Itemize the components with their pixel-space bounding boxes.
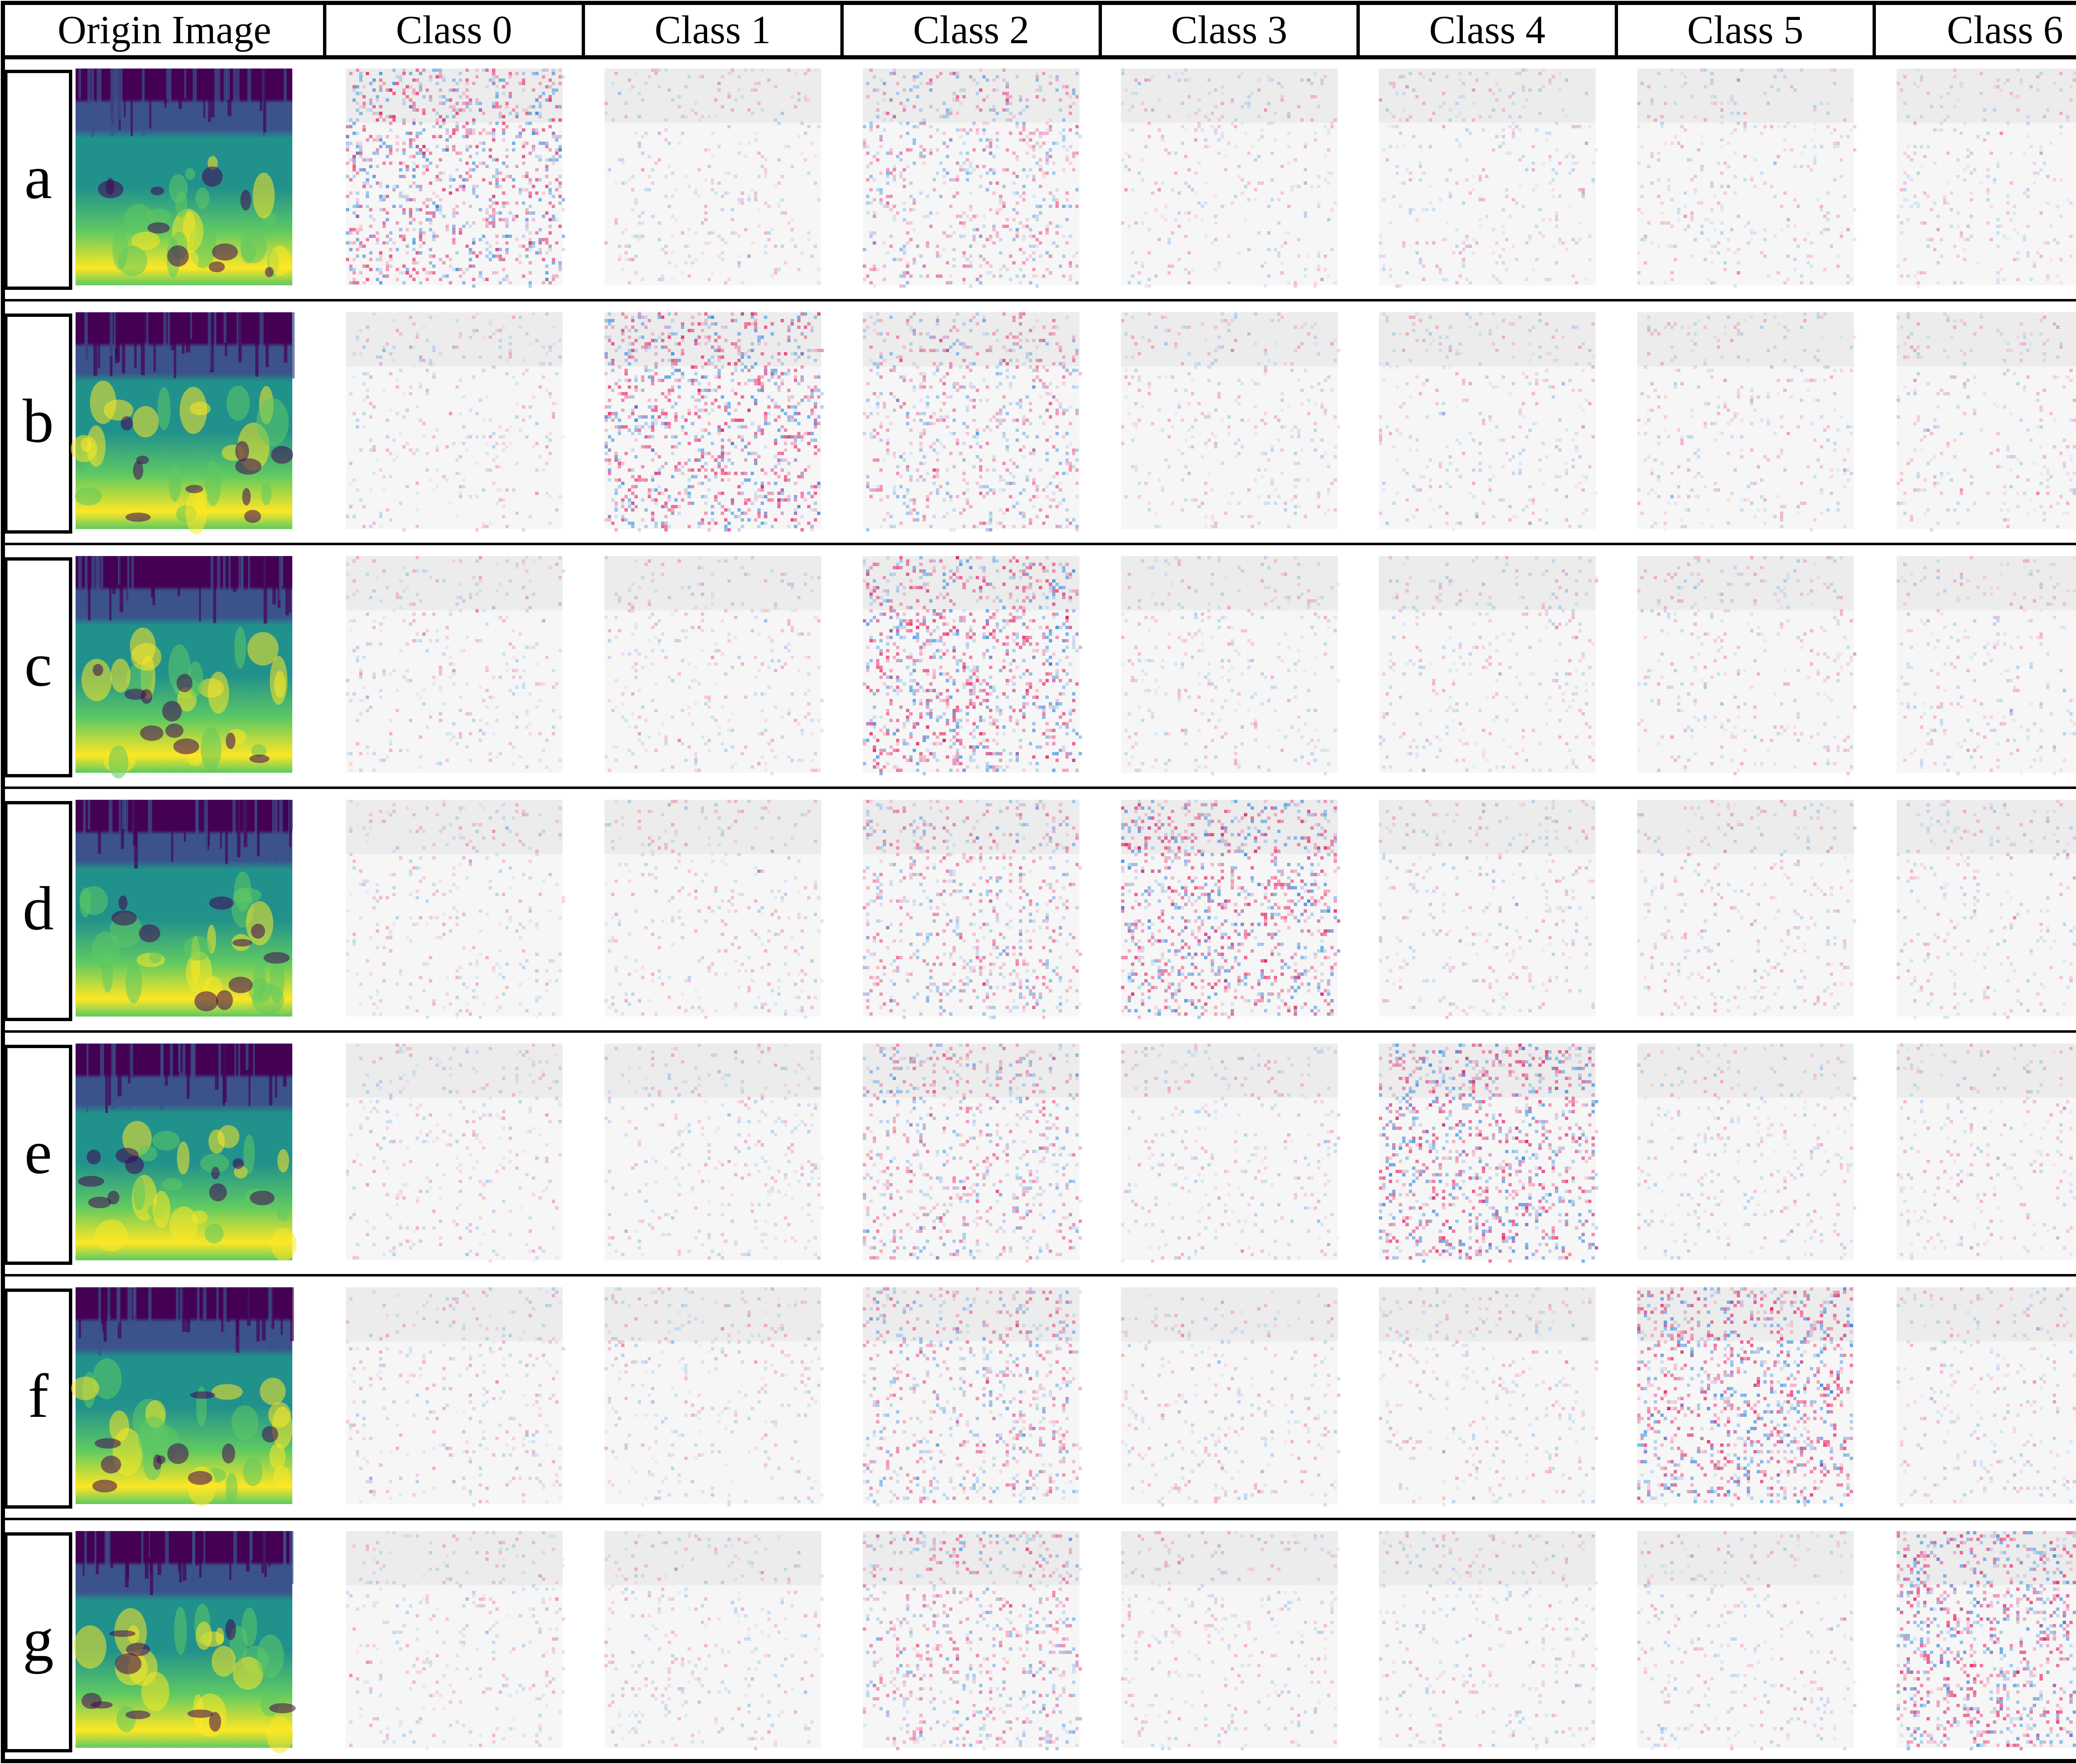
header-row: Origin Image Class 0 Class 1 Class 2 Class …: [3, 3, 2076, 57]
attribution-map-row-c-class-3: [1121, 556, 1340, 775]
attribution-map-row-c-class-1: [605, 556, 824, 775]
attribution-map-row-a-class-6: [1897, 69, 2076, 288]
attribution-map-row-b-class-2: [863, 312, 1082, 532]
row-g: g: [3, 1519, 2076, 1753]
attribution-map-row-d-class-3: [1121, 800, 1340, 1019]
attribution-map-row-e-class-5: [1637, 1044, 1856, 1260]
row-label: a: [24, 143, 52, 212]
attribution-top-band: [1121, 312, 1338, 367]
row-b: b: [3, 300, 2076, 534]
attribution-map-row-b-class-1: [605, 312, 824, 532]
attribution-map-row-c-class-5: [1637, 556, 1856, 775]
attribution-top-band: [1121, 1531, 1338, 1585]
attribution-map-row-d-class-6: [1897, 800, 2076, 1019]
attribution-map-row-g-class-2: [863, 1531, 1082, 1750]
attribution-map-row-c-class-4: [1379, 556, 1598, 773]
attribution-map-row-f-class-0: [346, 1287, 565, 1507]
attribution-top-band: [863, 1287, 1080, 1342]
attribution-top-band: [605, 800, 821, 854]
attribution-top-band: [1121, 556, 1338, 610]
attribution-map-row-b-class-0: [346, 312, 565, 532]
class-header-2: Class 2: [913, 7, 1029, 52]
row-label: g: [23, 1605, 54, 1674]
attribution-map-row-e-class-3: [1121, 1044, 1340, 1263]
attribution-map-row-a-class-2: [863, 69, 1082, 288]
attribution-map-row-e-class-1: [605, 1044, 824, 1260]
row-label: c: [24, 630, 52, 699]
attribution-map-row-a-class-0: [346, 69, 565, 288]
attribution-top-band: [346, 800, 563, 854]
attribution-map-row-f-class-2: [863, 1287, 1082, 1507]
attribution-map-row-a-class-3: [1121, 69, 1338, 288]
attribution-map-row-g-class-0: [346, 1531, 565, 1750]
header-column-dividers: [325, 3, 1874, 57]
attribution-top-band: [1379, 1287, 1596, 1342]
attribution-map-row-g-class-5: [1637, 1531, 1856, 1750]
attribution-top-band: [1379, 312, 1596, 367]
attribution-map-row-e-class-6: [1897, 1044, 2076, 1260]
attribution-map-row-f-class-3: [1121, 1287, 1340, 1507]
attribution-map-row-e-class-4: [1379, 1044, 1598, 1263]
attribution-map-row-f-class-4: [1379, 1287, 1598, 1507]
attribution-map-row-c-class-0: [346, 556, 565, 773]
class-header-4: Class 4: [1429, 7, 1545, 52]
attribution-top-band: [605, 1044, 821, 1098]
attribution-map-row-d-class-1: [605, 800, 824, 1019]
attribution-map-row-e-class-0: [346, 1044, 563, 1263]
attribution-map-row-a-class-1: [605, 69, 821, 285]
attribution-top-band: [605, 1287, 821, 1342]
attribution-map-row-g-class-3: [1121, 1531, 1340, 1750]
attribution-top-band: [605, 69, 821, 123]
row-label: b: [23, 387, 54, 456]
attribution-top-band: [863, 556, 1080, 610]
class-header-6: Class 6: [1947, 7, 2063, 52]
attribution-map-row-b-class-4: [1379, 312, 1598, 532]
attribution-map-row-c-class-2: [863, 556, 1082, 775]
attribution-map-row-g-class-1: [605, 1531, 824, 1750]
row-label: f: [28, 1362, 49, 1431]
class-header-5: Class 5: [1687, 7, 1803, 52]
row-c: c: [3, 544, 2076, 779]
attribution-map-row-b-class-3: [1121, 312, 1340, 529]
figure-rows: a b c d e f g: [3, 69, 2076, 1753]
attribution-top-band: [1897, 69, 2076, 123]
attribution-map-row-d-class-4: [1379, 800, 1596, 1019]
row-f: f: [3, 1275, 2076, 1507]
attribution-map-row-b-class-5: [1637, 312, 1856, 532]
class-header-0: Class 0: [396, 7, 512, 52]
attribution-map-row-e-class-2: [863, 1044, 1082, 1263]
attribution-top-band: [346, 556, 563, 610]
attribution-map-row-c-class-6: [1897, 556, 2076, 775]
attribution-map-row-f-class-6: [1897, 1287, 2076, 1507]
attribution-map-row-d-class-2: [863, 800, 1082, 1019]
attribution-top-band: [1379, 69, 1596, 123]
row-d: d: [3, 788, 2076, 1019]
attribution-top-band: [1121, 1287, 1338, 1342]
attribution-map-row-g-class-6: [1897, 1531, 2076, 1750]
attribution-map-row-a-class-4: [1379, 69, 1598, 288]
class-header-3: Class 3: [1171, 7, 1287, 52]
attribution-top-band: [1637, 1044, 1854, 1098]
attribution-map-row-f-class-5: [1637, 1287, 1854, 1507]
class-headers: Class 0 Class 1 Class 2 Class 3 Class 4 Class…: [396, 7, 2063, 52]
row-a: a: [6, 69, 2076, 288]
row-label: d: [23, 874, 54, 943]
attribution-top-band: [1637, 1531, 1854, 1585]
attribution-top-band: [1379, 556, 1596, 610]
attribution-map-row-d-class-5: [1637, 800, 1856, 1017]
attribution-map-row-b-class-6: [1897, 312, 2076, 532]
attribution-map-row-f-class-1: [605, 1287, 824, 1507]
attribution-top-band: [346, 1531, 563, 1585]
attribution-map-row-g-class-4: [1379, 1531, 1598, 1750]
attribution-map-row-a-class-5: [1637, 69, 1856, 288]
row-e: e: [3, 1031, 2076, 1263]
origin-image-header: Origin Image: [58, 7, 272, 52]
class-header-1: Class 1: [654, 7, 771, 52]
attribution-top-band: [1897, 556, 2076, 610]
row-label: e: [24, 1118, 52, 1187]
attribution-map-row-d-class-0: [346, 800, 565, 1019]
attribution-top-band: [346, 1044, 563, 1098]
